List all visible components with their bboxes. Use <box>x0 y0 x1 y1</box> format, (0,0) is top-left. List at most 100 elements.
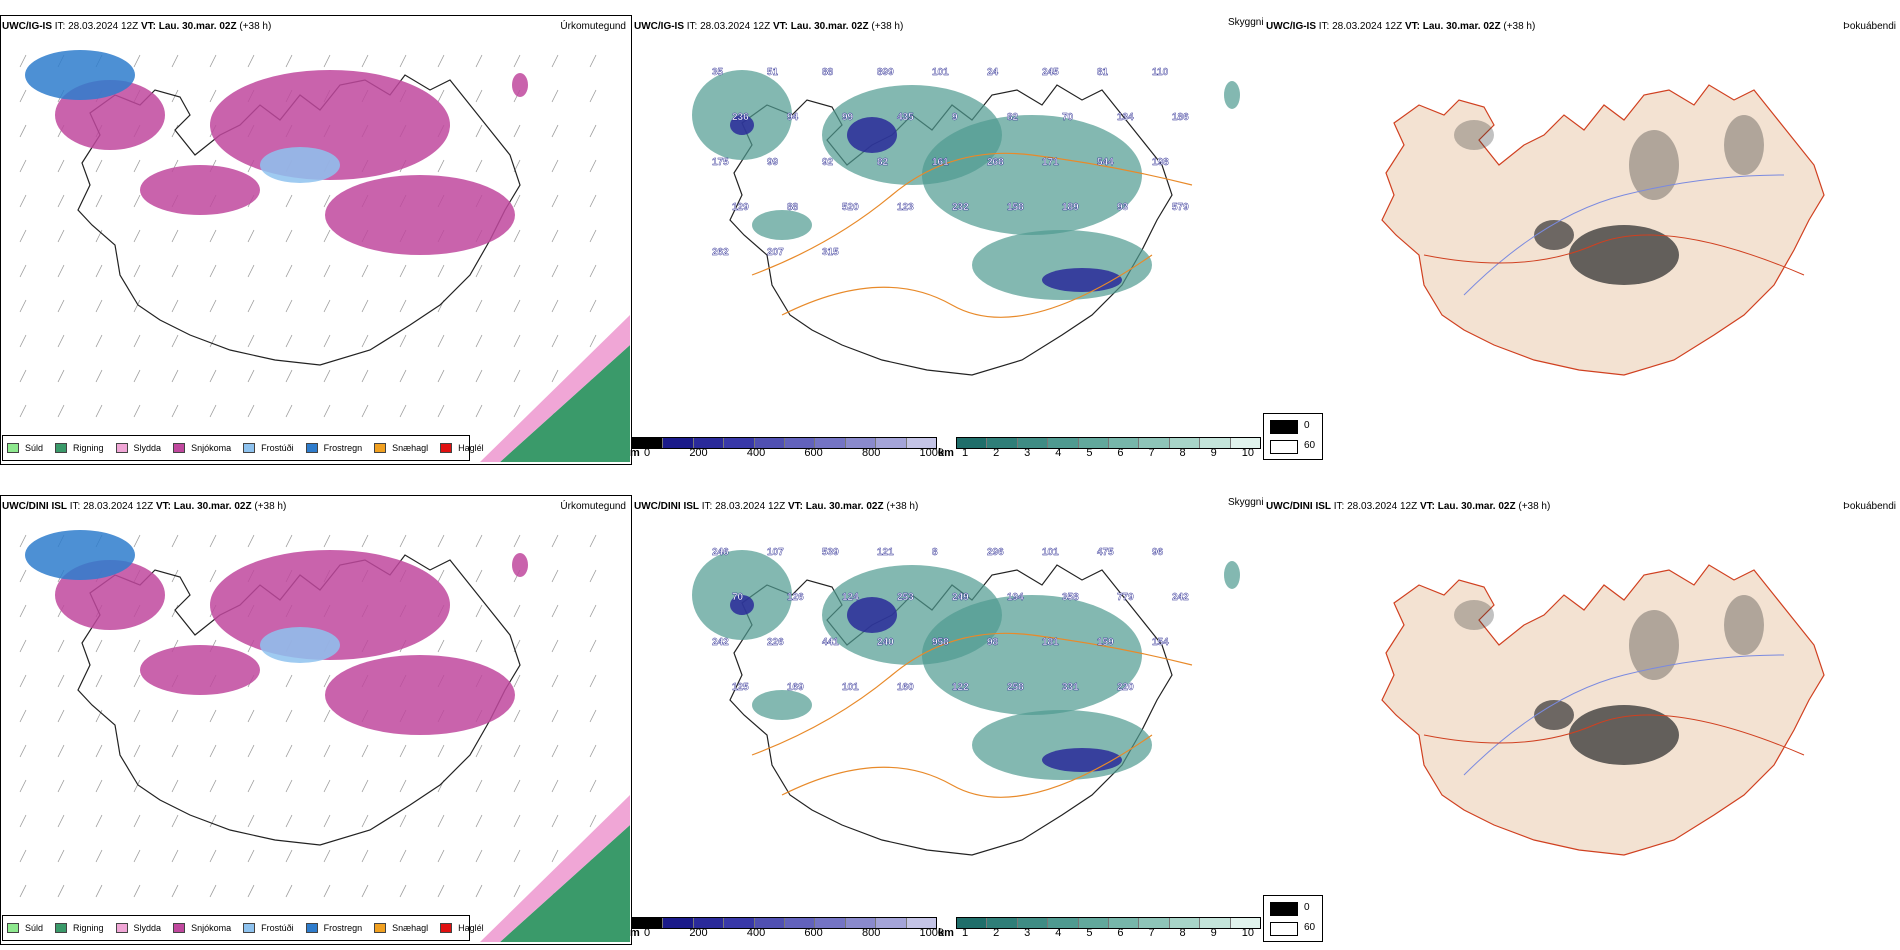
wind-barb <box>589 744 597 758</box>
legend-item: Frostregn <box>305 923 362 933</box>
wind-barb <box>19 534 27 548</box>
colorbar-segment <box>845 918 877 928</box>
colorbar-tick: 7 <box>1148 447 1155 459</box>
wind-barb <box>95 709 103 723</box>
wind-barb <box>589 814 597 828</box>
wind-barb <box>95 884 103 898</box>
ceiling-label: 96 <box>1152 547 1164 558</box>
wind-barb <box>171 124 179 138</box>
wind-barb <box>437 54 445 68</box>
colorbar-tick: 800 <box>861 447 881 459</box>
wind-barb <box>513 334 521 348</box>
wind-barb <box>589 124 597 138</box>
wind-barb <box>589 89 597 103</box>
wind-barb <box>361 534 369 548</box>
legend-label: Snjókoma <box>191 923 232 933</box>
colorbar-tick: 1 <box>962 447 969 459</box>
low-ceiling-area <box>847 597 897 633</box>
ceiling-label: 134 <box>1117 112 1134 123</box>
wind-barb <box>513 814 521 828</box>
legend-label: Súld <box>25 923 44 933</box>
wind-barb <box>285 54 293 68</box>
ceiling-label: 126 <box>787 592 804 603</box>
colorbar-segment <box>1200 438 1231 448</box>
wind-barb <box>57 404 65 418</box>
wind-barb <box>399 264 407 278</box>
legend-label: Snjókoma <box>191 443 232 453</box>
colorbar-tick: 1 <box>962 927 969 939</box>
ceiling-ticks: 0 200 400 600 800 1000 <box>644 927 944 939</box>
wind-barb <box>551 744 559 758</box>
panel-title: UWC/IG-IS IT: 28.03.2024 12Z VT: Lau. 30… <box>2 21 271 32</box>
wind-barb <box>551 89 559 103</box>
precip-area <box>325 175 515 255</box>
precip-area <box>25 50 135 100</box>
wind-barb <box>551 334 559 348</box>
ceiling-label: 81 <box>1097 67 1109 78</box>
wind-barb <box>551 639 559 653</box>
wind-barb <box>247 814 255 828</box>
legend-label: Súld <box>25 443 44 453</box>
wind-barb <box>323 229 331 243</box>
ceiling-label: 435 <box>897 112 914 123</box>
fog-area <box>1724 115 1764 175</box>
low-visibility-area <box>1224 81 1240 109</box>
colorbar-segment <box>663 438 694 448</box>
wind-barb <box>513 674 521 688</box>
wind-barb <box>589 779 597 793</box>
wind-barb <box>133 709 141 723</box>
wind-barb <box>551 534 559 548</box>
ceiling-colorbar <box>632 437 937 449</box>
wind-barb <box>399 779 407 793</box>
colorbar-tick: 5 <box>1086 927 1093 939</box>
wind-barb <box>19 54 27 68</box>
wind-barb <box>95 779 103 793</box>
wind-barb <box>133 334 141 348</box>
wind-barb <box>171 849 179 863</box>
legend-item: Frostúði <box>243 923 294 933</box>
wind-barb <box>209 369 217 383</box>
colorbar-segment <box>1109 918 1140 928</box>
iceland-outline <box>77 74 521 366</box>
colorbar-tick: 200 <box>689 447 708 459</box>
wind-barb <box>323 194 331 208</box>
wind-barb <box>589 54 597 68</box>
ceiling-label: 110 <box>1152 67 1169 78</box>
ceiling-label: 220 <box>1117 682 1134 693</box>
colorbar-segment <box>754 438 786 448</box>
legend-swatch <box>440 443 453 453</box>
wind-barb <box>57 264 65 278</box>
precip-type-map <box>19 530 630 942</box>
colorbar-segment <box>633 918 664 928</box>
wind-barb <box>95 639 103 653</box>
wind-barb <box>209 404 217 418</box>
wind-barb <box>437 404 445 418</box>
colorbar-segment <box>693 438 725 448</box>
wind-barb <box>171 229 179 243</box>
legend-item: Rigning <box>55 443 104 453</box>
wind-barb <box>551 849 559 863</box>
colorbar-segment <box>1078 918 1110 928</box>
wind-barb <box>551 299 559 313</box>
ceiling-label: 35 <box>712 67 724 78</box>
sleet-area <box>480 795 630 942</box>
legend-label: Frostúði <box>261 923 294 933</box>
colorbar-tick: 4 <box>1055 447 1062 459</box>
legend-item: Snæhagl <box>374 923 428 933</box>
wind-barb <box>589 194 597 208</box>
wind-barb <box>361 334 369 348</box>
wind-barb <box>95 264 103 278</box>
wind-barb <box>171 814 179 828</box>
road-line <box>781 254 1153 318</box>
valid-label: VT: <box>140 21 156 32</box>
wind-barb <box>95 849 103 863</box>
ceiling-label: 123 <box>897 202 914 213</box>
lead-time: (+38 h) <box>886 501 919 512</box>
panel-title: UWC/DINI ISL IT: 28.03.2024 12Z VT: Lau.… <box>634 501 918 512</box>
wind-barb <box>57 334 65 348</box>
wind-barb <box>209 89 217 103</box>
wind-barb <box>95 194 103 208</box>
wind-barb <box>323 534 331 548</box>
colorbar-segment <box>845 438 877 448</box>
legend-item: Snjókoma <box>173 923 231 933</box>
